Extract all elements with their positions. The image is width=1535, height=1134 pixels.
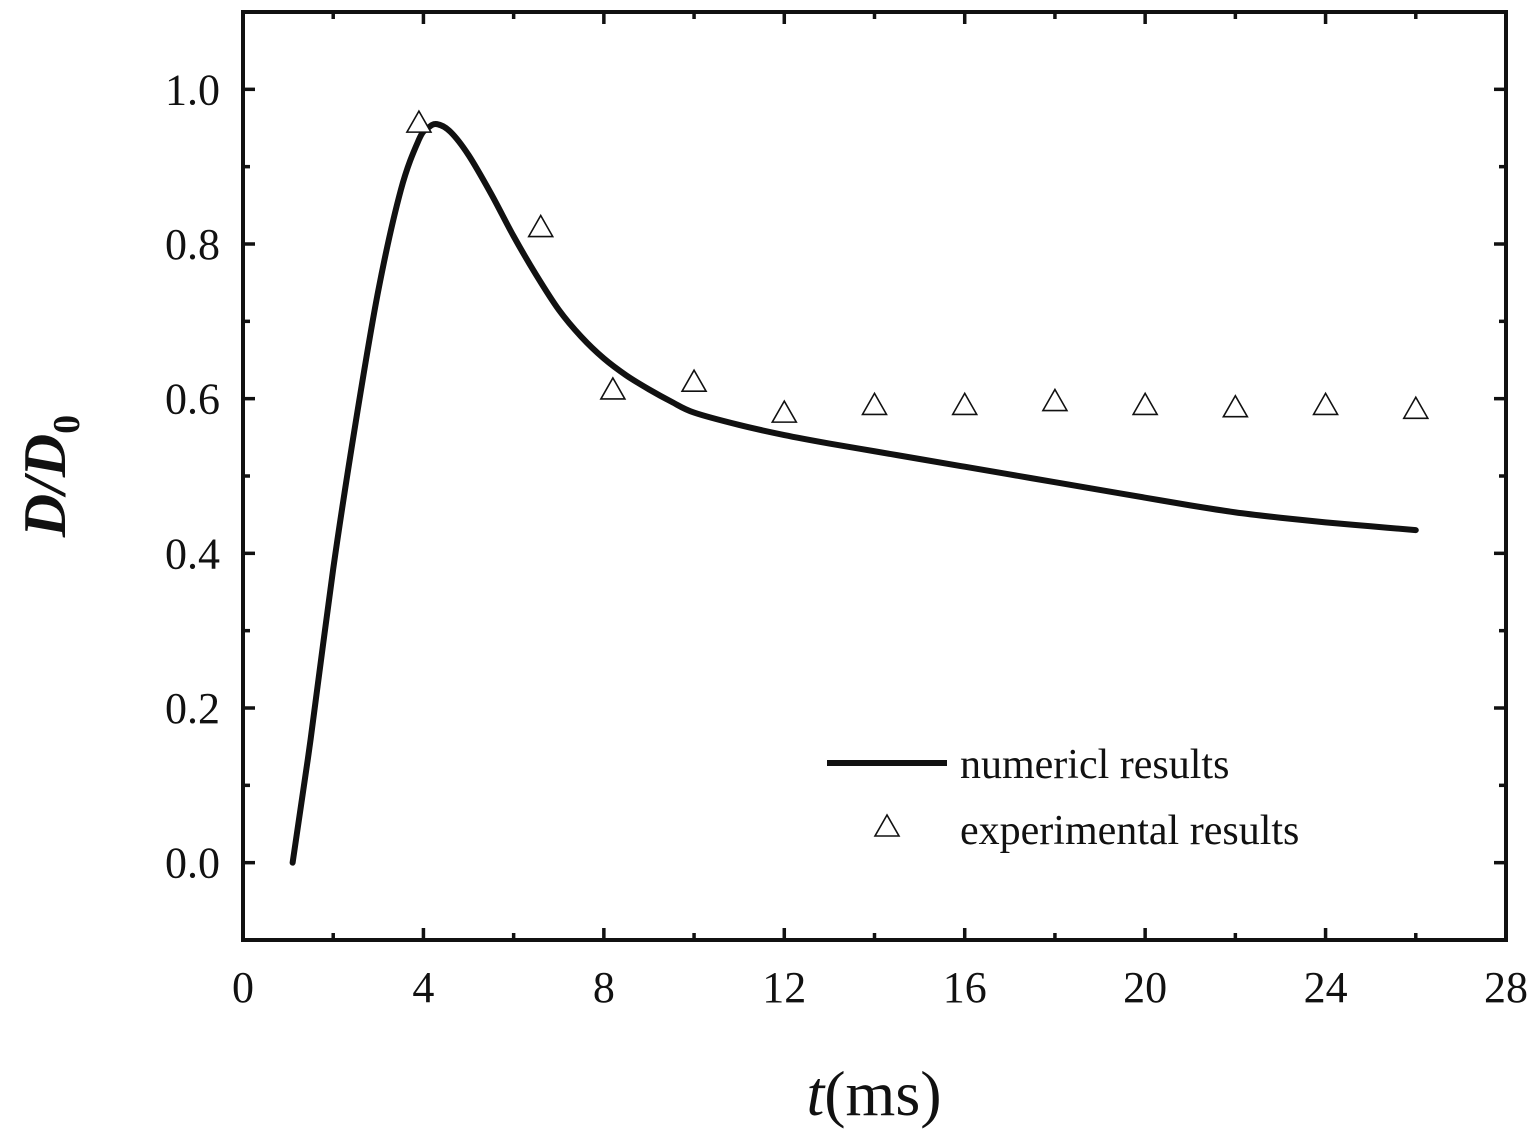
series-line-numerical bbox=[289, 121, 1419, 866]
x-axis-label: t(ms) bbox=[806, 1058, 941, 1129]
y-axis-label: D/D0 bbox=[12, 415, 88, 538]
y-tick-label: 0.0 bbox=[165, 839, 220, 888]
x-tick-label: 0 bbox=[232, 963, 254, 1012]
data-point-experimental bbox=[1402, 395, 1430, 420]
data-point-experimental bbox=[527, 213, 555, 238]
data-point-experimental bbox=[951, 391, 979, 416]
series-layer bbox=[289, 109, 1430, 866]
y-tick-label: 0.8 bbox=[165, 220, 220, 269]
legend-label-experimental: experimental results bbox=[960, 808, 1299, 854]
y-axis-label-symbol: D/D bbox=[12, 434, 78, 538]
x-tick-label: 4 bbox=[412, 963, 434, 1012]
data-point-experimental bbox=[1041, 387, 1069, 412]
y-tick-label: 0.4 bbox=[165, 529, 220, 578]
legend-label-numerical: numericl results bbox=[960, 742, 1229, 788]
x-tick-label: 8 bbox=[593, 963, 615, 1012]
data-point-experimental bbox=[599, 376, 627, 400]
x-axis-label-unit: (ms) bbox=[824, 1058, 941, 1129]
plot-frame bbox=[241, 10, 1508, 942]
data-point-experimental bbox=[770, 399, 798, 423]
data-point-experimental bbox=[1312, 391, 1339, 416]
tick-labels: 0 4 8 12 16 20 24 28 0.0 0.2 0.4 0.6 0.8 1.0 bbox=[165, 65, 1528, 1012]
y-tick-label: 0.6 bbox=[165, 375, 220, 424]
y-tick-label: 1.0 bbox=[165, 65, 220, 114]
x-tick-label: 12 bbox=[762, 963, 806, 1012]
y-tick-label: 0.2 bbox=[165, 684, 220, 733]
data-point-experimental bbox=[861, 391, 888, 416]
x-tick-label: 28 bbox=[1484, 963, 1528, 1012]
data-point-experimental bbox=[680, 368, 708, 393]
x-tick-label: 20 bbox=[1123, 963, 1167, 1012]
legend: numericl results experimental results bbox=[827, 742, 1299, 854]
x-tick-label: 16 bbox=[943, 963, 987, 1012]
x-axis-label-symbol: t bbox=[806, 1058, 826, 1129]
y-axis-label-subscript: 0 bbox=[46, 415, 88, 434]
data-point-experimental bbox=[1131, 391, 1159, 416]
data-point-experimental bbox=[405, 109, 433, 133]
legend-triangle-marker bbox=[873, 813, 901, 837]
data-point-experimental bbox=[1221, 394, 1249, 418]
x-tick-label: 24 bbox=[1304, 963, 1348, 1012]
